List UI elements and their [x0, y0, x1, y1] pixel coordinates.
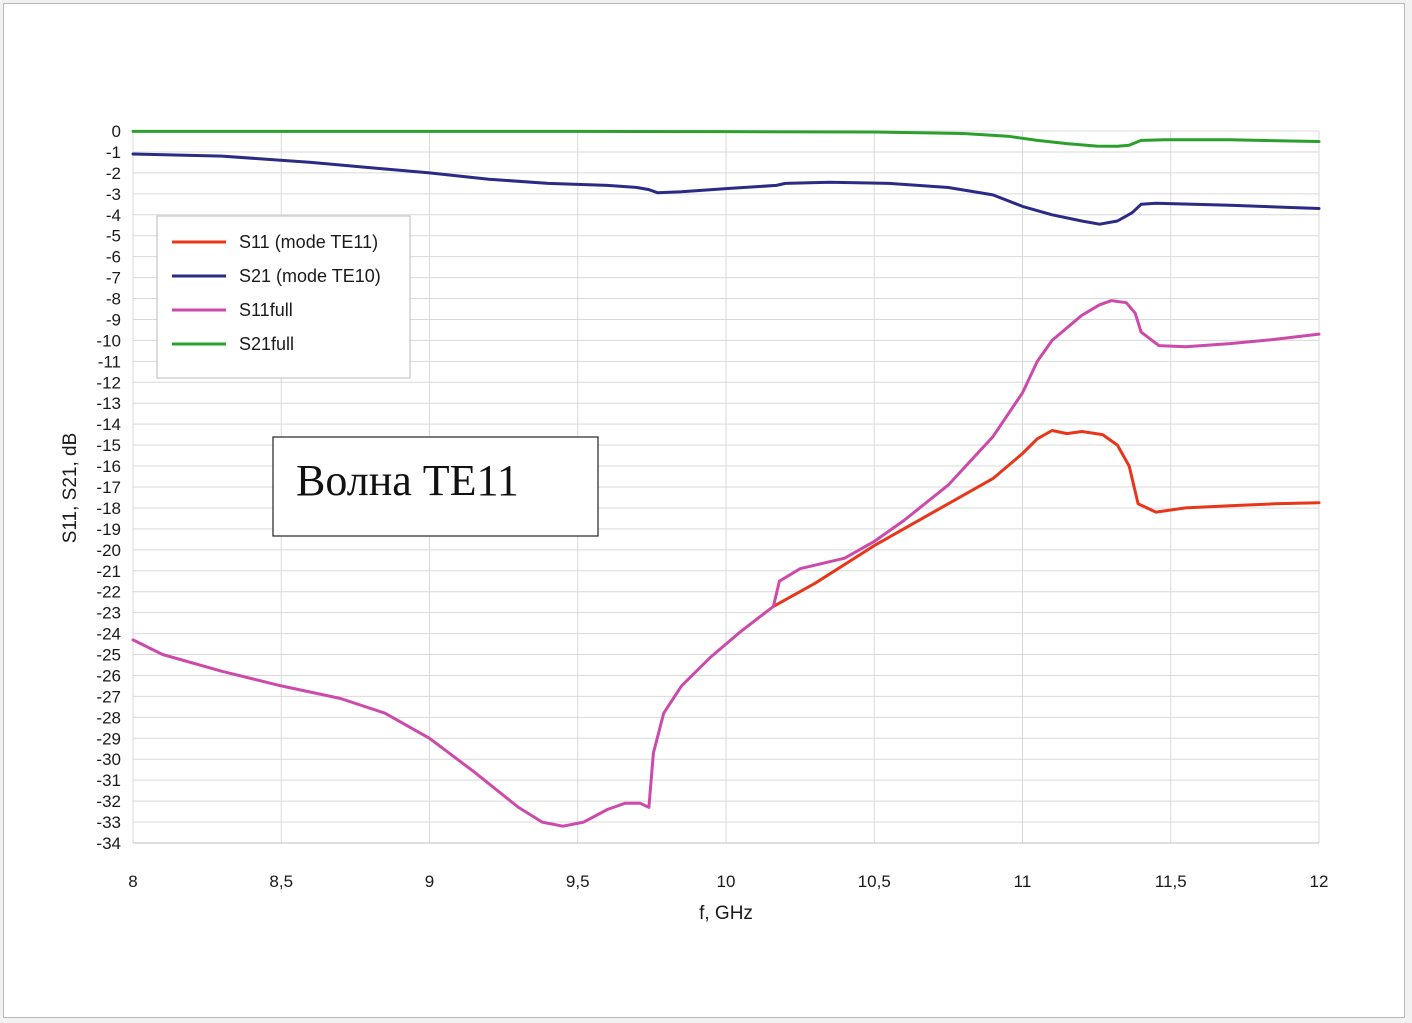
y-tick-label: -17 [96, 478, 121, 497]
y-tick-label: -13 [96, 394, 121, 413]
y-tick-label: -12 [96, 373, 121, 392]
annotation-box: Волна TE11 [272, 436, 599, 537]
x-axis-title: f, GHz [699, 903, 753, 924]
x-tick-label: 8,5 [269, 872, 293, 891]
y-tick-label: -6 [106, 248, 121, 267]
y-tick-label: 0 [112, 122, 121, 141]
y-tick-label: -34 [96, 834, 121, 853]
y-tick-label: -5 [106, 227, 121, 246]
y-tick-label: -9 [106, 310, 121, 329]
series-line-2 [131, 152, 1321, 226]
x-tick-label: 11,5 [1155, 872, 1187, 891]
y-tick-label: -11 [98, 352, 121, 371]
y-axis-title: S11, S21, dB [60, 433, 81, 544]
y-tick-label: -20 [96, 541, 121, 560]
x-tick-label: 8 [128, 872, 137, 891]
legend-entries: S11 (mode TE11) S21 (mode TE10) S11full S21… [172, 232, 381, 354]
legend-label: S21full [239, 334, 294, 354]
y-tick-label: -30 [96, 750, 121, 769]
y-tick-label: -16 [96, 457, 121, 476]
y-tick-label: -24 [96, 625, 121, 644]
x-tick-label: 9,5 [566, 872, 590, 891]
y-tick-label: -14 [96, 415, 121, 434]
y-tick-label: -28 [96, 708, 121, 727]
y-tick-label: -19 [96, 520, 121, 539]
x-tick-label: 9 [425, 872, 434, 891]
y-tick-label: -10 [96, 331, 121, 350]
y-tick-label: -26 [96, 666, 121, 685]
y-tick-label: -1 [106, 143, 121, 162]
x-tick-labels: 8 8,5 9 9,5 10 10,5 11 11,5 12 [128, 872, 1328, 891]
y-tick-label: -29 [96, 729, 121, 748]
y-tick-label: -23 [96, 604, 121, 623]
y-tick-label: -18 [96, 499, 121, 518]
legend-label: S11full [239, 300, 293, 320]
y-tick-label: -31 [96, 771, 121, 790]
y-tick-label: -8 [106, 290, 121, 309]
y-tick-label: -25 [96, 646, 121, 665]
x-tick-label: 12 [1310, 872, 1329, 891]
legend-label: S11 (mode TE11) [239, 232, 378, 252]
series-line-4 [131, 129, 1321, 148]
y-tick-label: -21 [96, 562, 121, 581]
x-tick-label: 10 [717, 872, 736, 891]
series-lines [131, 129, 1321, 828]
y-tick-label: -7 [106, 269, 121, 288]
y-tick-label: -27 [96, 687, 121, 706]
series-line-3 [131, 299, 1321, 828]
y-tick-label: -2 [106, 164, 121, 183]
y-tick-label: -4 [106, 206, 121, 225]
y-tick-label: -22 [96, 583, 121, 602]
series-line-1 [771, 429, 1321, 608]
x-tick-label: 10,5 [858, 872, 891, 891]
y-tick-label: -32 [96, 792, 121, 811]
y-tick-label: -3 [106, 185, 121, 204]
legend-label: S21 (mode TE10) [239, 266, 381, 286]
y-tick-label: -15 [96, 436, 121, 455]
y-tick-labels: 0 -1 -2 -3 -4 -5 -6 -7 -8-9 -10 -11 -12 -13 -14 -15 -16… [96, 122, 121, 853]
annotation-text: Волна TE11 [296, 456, 519, 505]
legend: S11 (mode TE11) S21 (mode TE10) S11full S21… [156, 215, 411, 379]
x-tick-label: 11 [1014, 872, 1032, 891]
y-tick-label: -33 [96, 813, 121, 832]
